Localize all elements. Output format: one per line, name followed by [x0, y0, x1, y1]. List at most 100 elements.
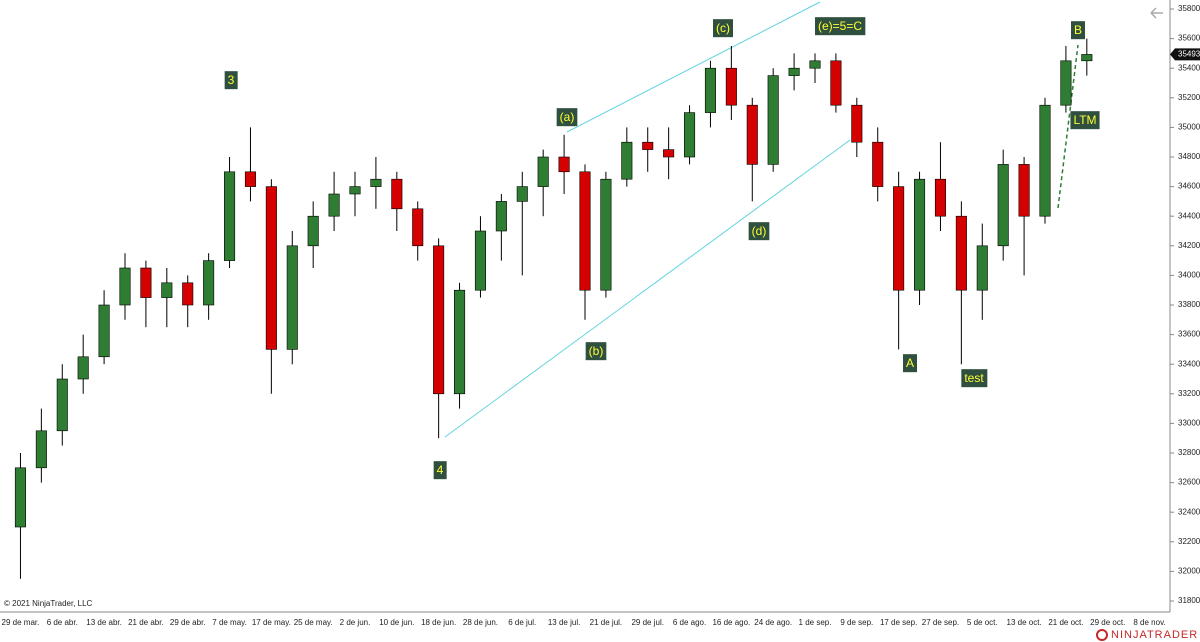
y-tick-label: 33000 [1178, 419, 1200, 428]
x-tick-label: 21 de oct. [1048, 618, 1083, 627]
y-tick-label: 31800 [1178, 596, 1200, 605]
candle-body [558, 156, 570, 173]
copyright: © 2021 NinjaTrader, LLC [4, 599, 93, 608]
annotation: 3 [228, 73, 235, 87]
candle-body [600, 178, 612, 291]
ltm-line [1057, 44, 1079, 209]
annotation: A [906, 356, 914, 370]
candle-body [788, 67, 800, 76]
y-tick-label: 33600 [1178, 330, 1200, 339]
candle-body [621, 141, 633, 180]
annotation: test [964, 371, 984, 385]
x-tick-label: 6 de abr. [47, 618, 78, 627]
x-tick-label: 13 de oct. [1007, 618, 1042, 627]
annotation-box [748, 222, 770, 241]
candle-body [182, 282, 194, 306]
candle-body [746, 104, 758, 165]
candle-body [997, 164, 1009, 247]
candle-body [77, 356, 89, 380]
y-tick-label: 32200 [1178, 537, 1200, 546]
candle-body [976, 245, 988, 291]
x-tick-label: 29 de oct. [1090, 618, 1125, 627]
annotation: (d) [752, 224, 767, 238]
candle-body [830, 60, 842, 106]
x-tick-label: 7 de may. [212, 618, 247, 627]
candle-body [495, 201, 507, 232]
candle-body [1018, 164, 1030, 217]
candle-body [224, 171, 236, 261]
candle-body [663, 149, 675, 158]
x-tick-label: 13 de abr. [86, 618, 122, 627]
candle-body [684, 112, 696, 158]
y-tick-label: 34800 [1178, 152, 1200, 161]
channel-upper [566, 1, 821, 133]
price-marker [1170, 48, 1200, 61]
y-tick-label: 33400 [1178, 359, 1200, 368]
annotation: 4 [437, 463, 444, 477]
x-tick-label: 2 de jun. [340, 618, 371, 627]
candle-body [1039, 104, 1051, 217]
candle-body [433, 245, 445, 395]
y-tick-label: 32000 [1178, 567, 1200, 576]
candle-body [14, 467, 26, 528]
x-tick-label: 17 de sep. [880, 618, 917, 627]
logo: NINJATRADER [1111, 629, 1198, 641]
y-tick-label: 32400 [1178, 507, 1200, 516]
annotation: (b) [589, 344, 604, 358]
x-tick-label: 18 de jun. [421, 618, 456, 627]
x-tick-label: 21 de jul. [590, 618, 622, 627]
candle-body [704, 67, 716, 113]
x-tick-label: 1 de sep. [799, 618, 832, 627]
y-tick-label: 34600 [1178, 182, 1200, 191]
candle-body [642, 141, 654, 150]
annotation-box [713, 19, 733, 38]
candle-body [265, 186, 277, 350]
candle-body [203, 260, 215, 306]
candle-body [1081, 54, 1093, 62]
x-tick-label: 16 de ago. [712, 618, 750, 627]
channel-lower [444, 139, 851, 438]
annotation-box [814, 17, 866, 36]
x-tick-label: 21 de abr. [128, 618, 164, 627]
annotation-box [585, 342, 607, 361]
y-tick-label: 35200 [1178, 93, 1200, 102]
candle-body [56, 378, 68, 432]
x-tick-label: 28 de jun. [463, 618, 498, 627]
x-tick-label: 10 de jun. [379, 618, 414, 627]
x-tick-label: 5 de oct. [967, 618, 998, 627]
candle-body [474, 230, 486, 291]
candle-body [244, 171, 256, 187]
x-tick-label: 17 de may. [252, 618, 291, 627]
x-tick-label: 6 de jul. [508, 618, 536, 627]
candle-body [349, 186, 361, 195]
logo-icon [1096, 629, 1108, 641]
y-tick-label: 35000 [1178, 123, 1200, 132]
candle-body [516, 186, 528, 202]
back-arrow[interactable] [1150, 7, 1163, 19]
candle-body [391, 178, 403, 210]
plot: 31800 32000 32200 32400 32600 32800 33000 33200… [2, 4, 1200, 627]
y-tick-label: 32800 [1178, 448, 1200, 457]
x-tick-label: 13 de jul. [548, 618, 580, 627]
annotation: B [1074, 23, 1082, 37]
x-tick-label: 29 de jul. [631, 618, 663, 627]
candle-body [893, 186, 905, 291]
candle-body [286, 245, 298, 350]
y-tick-label: 32600 [1178, 478, 1200, 487]
candle-body [140, 267, 152, 298]
y-tick-label: 35600 [1178, 34, 1200, 43]
x-tick-label: 29 de abr. [170, 618, 206, 627]
x-tick-label: 29 de mar. [2, 618, 40, 627]
candle-body [98, 304, 110, 358]
annotation-box [1070, 21, 1086, 40]
x-tick-label: 6 de ago. [673, 618, 706, 627]
candle-body [307, 215, 319, 247]
annotation-box [902, 354, 918, 373]
y-tick-label: 34000 [1178, 271, 1200, 280]
candle-body [412, 208, 424, 247]
candle-body [370, 178, 382, 187]
candle-body [454, 289, 466, 395]
y-tick-label: 33200 [1178, 389, 1200, 398]
candle-body [809, 60, 821, 69]
